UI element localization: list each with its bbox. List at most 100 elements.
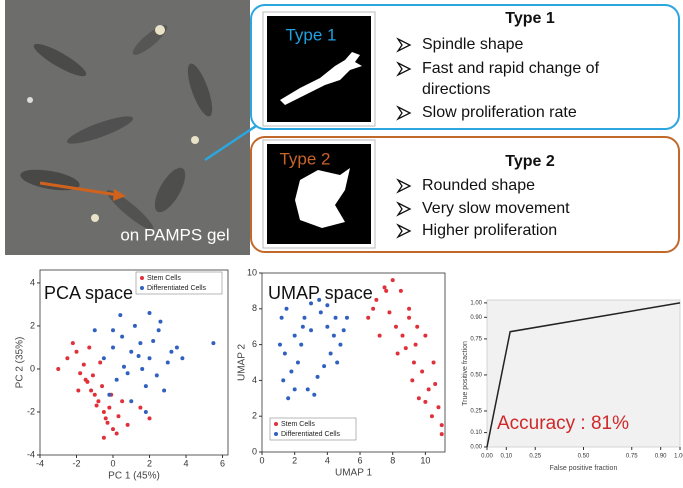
point [278, 343, 282, 347]
point [133, 324, 137, 328]
bullet-text: Spindle shape [422, 36, 524, 53]
point [100, 384, 104, 388]
point [102, 356, 106, 360]
y-tick-label: 0.90 [470, 315, 482, 321]
point [293, 387, 297, 391]
point [155, 373, 159, 377]
x-tick-label: 1.00 [674, 454, 683, 460]
x-tick-label: 0.75 [626, 454, 638, 460]
point [89, 388, 93, 392]
point [285, 307, 289, 311]
point [115, 378, 119, 382]
y-tick-label: 6 [252, 339, 257, 349]
x-tick-label: 0.50 [578, 454, 590, 460]
point [283, 352, 287, 356]
point [107, 393, 111, 397]
x-tick-label: 6 [220, 458, 225, 468]
legend-marker [140, 286, 144, 290]
point [430, 414, 434, 418]
point [76, 388, 80, 392]
point [75, 350, 79, 354]
x-tick-label: 0.10 [500, 454, 512, 460]
point [325, 303, 329, 307]
point [319, 310, 323, 314]
y-tick-label: 0.75 [470, 336, 482, 342]
point [404, 346, 408, 350]
point [144, 384, 148, 388]
point [302, 316, 306, 320]
point [420, 369, 424, 373]
point [440, 423, 444, 427]
bullet-text: Slow proliferation rate [422, 104, 577, 121]
point [325, 325, 329, 329]
y-tick-label: 0.25 [470, 409, 482, 415]
point [98, 361, 102, 365]
point [394, 325, 398, 329]
y-tick-label: 4 [252, 375, 257, 385]
point [148, 416, 152, 420]
y-tick-label: 4 [30, 277, 35, 287]
point [104, 416, 108, 420]
x-tick-label: 0 [259, 455, 264, 465]
point [138, 341, 142, 345]
y-tick-label: 0.00 [470, 445, 482, 451]
legend-marker [274, 422, 278, 426]
bullet-text: Higher proliferation [422, 222, 557, 239]
legend-label: Stem Cells [147, 275, 181, 282]
point [366, 316, 370, 320]
point [85, 380, 89, 384]
point [281, 378, 285, 382]
point [371, 307, 375, 311]
x-tick-label: 0.90 [655, 454, 667, 460]
point [106, 421, 110, 425]
x-tick-label: -2 [72, 458, 80, 468]
point [417, 396, 421, 400]
point [342, 328, 346, 332]
point [378, 334, 382, 338]
point [118, 313, 122, 317]
legend-label: Differentiated Cells [281, 431, 341, 438]
point [414, 343, 418, 347]
point [120, 399, 124, 403]
point [329, 352, 333, 356]
x-tick-label: 10 [420, 455, 430, 465]
annotation: UMAP space [268, 283, 373, 303]
point [102, 410, 106, 414]
y-axis-label: PC 2 (35%) [15, 337, 26, 389]
bullet-text: Fast and rapid change of [422, 60, 600, 77]
legend-label: Differentiated Cells [147, 285, 207, 292]
point [433, 382, 437, 386]
y-tick-label: 0 [252, 446, 257, 456]
point [111, 427, 115, 431]
point [95, 404, 99, 408]
point [126, 423, 130, 427]
y-tick-label: 10 [247, 267, 257, 277]
point [296, 361, 300, 365]
point [148, 311, 152, 315]
point [82, 363, 86, 367]
bullet-text: directions [422, 81, 490, 98]
image-label: Type 1 [285, 25, 336, 44]
point [309, 328, 313, 332]
point [427, 387, 431, 391]
point [129, 350, 133, 354]
point [334, 316, 338, 320]
point [401, 334, 405, 338]
type2-box: Type 2 Type 2 Rounded shapeVery slow mov… [251, 137, 679, 252]
legend-marker [140, 276, 144, 280]
point [322, 364, 326, 368]
point [399, 289, 403, 293]
x-axis-label: PC 1 (45%) [108, 471, 160, 482]
legend-marker [274, 432, 278, 436]
x-tick-label: 2 [147, 458, 152, 468]
y-tick-label: -4 [27, 449, 35, 459]
x-tick-label: 6 [358, 455, 363, 465]
box-title: Type 1 [505, 10, 555, 27]
x-tick-label: 4 [325, 455, 330, 465]
point [102, 436, 106, 440]
point [140, 367, 144, 371]
point [180, 356, 184, 360]
point [387, 310, 391, 314]
caption: on PAMPS gel [120, 225, 229, 244]
y-tick-label: 2 [252, 411, 257, 421]
